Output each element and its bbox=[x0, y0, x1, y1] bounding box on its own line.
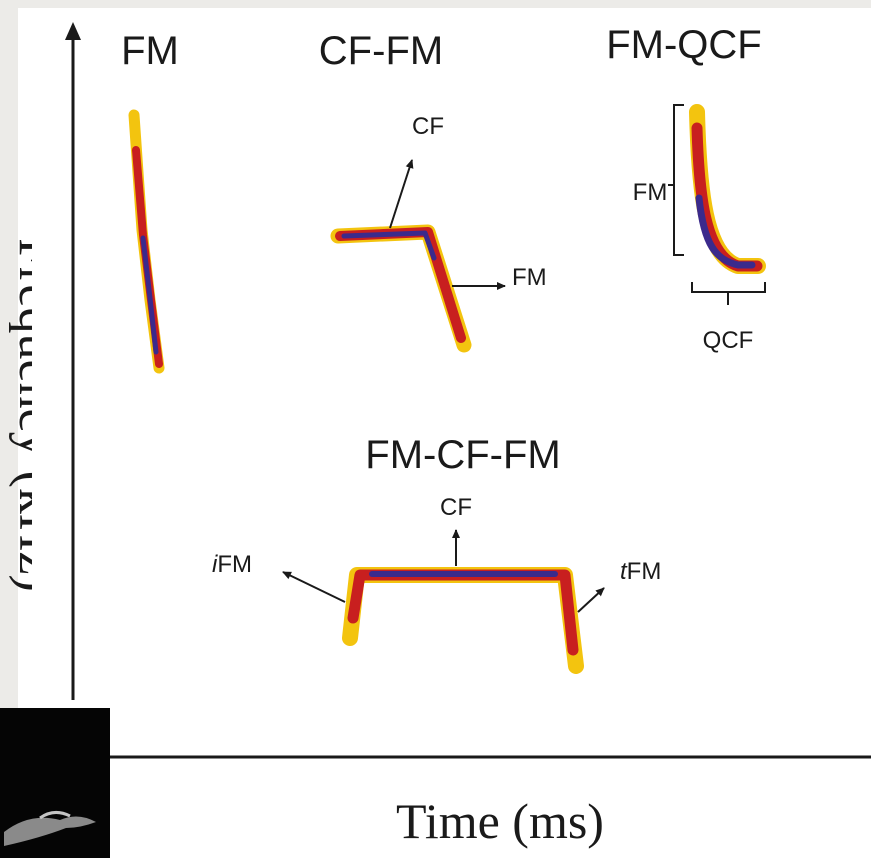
label-cf-top: CF bbox=[440, 494, 472, 521]
bat-photo-thumbnail bbox=[0, 708, 110, 858]
panel-fm-cf-fm: FM-CF-FM CF iFM tFM bbox=[212, 433, 661, 674]
label-ifm-prefix: i bbox=[212, 551, 218, 578]
arrow-ifm bbox=[282, 571, 346, 603]
label-fm-qcf-fm: FM bbox=[633, 179, 668, 206]
fm-qcf-call-trace bbox=[689, 104, 766, 274]
cf-fm-call-trace bbox=[330, 224, 472, 353]
panel-title-fm-qcf: FM-QCF bbox=[606, 23, 762, 67]
panel-fm: FM bbox=[121, 29, 179, 374]
plot-background bbox=[18, 8, 871, 858]
bracket-qcf bbox=[691, 282, 766, 305]
label-cf: CF bbox=[412, 113, 444, 140]
x-axis-label: Time (ms) bbox=[396, 793, 604, 849]
label-ifm: iFM bbox=[212, 551, 252, 578]
panel-title-fm-cf-fm: FM-CF-FM bbox=[365, 433, 560, 477]
fm-cf-fm-call-trace bbox=[342, 567, 584, 674]
label-tfm: tFM bbox=[620, 558, 661, 585]
label-ifm-text: FM bbox=[217, 551, 252, 578]
panel-title-fm: FM bbox=[121, 29, 179, 73]
page-margin-left bbox=[0, 0, 18, 700]
fm-call-trace bbox=[128, 109, 165, 374]
panel-fm-qcf: FM-QCF FM QCF bbox=[606, 23, 766, 354]
y-axis-label: Frequency (kHz) bbox=[8, 238, 65, 592]
y-axis-arrow-icon bbox=[65, 22, 81, 40]
arrow-tfm bbox=[577, 587, 605, 613]
label-tfm-text: FM bbox=[627, 558, 662, 585]
panel-title-cf-fm: CF-FM bbox=[319, 29, 443, 73]
label-tfm-prefix: t bbox=[620, 558, 628, 585]
bracket-fm bbox=[668, 104, 684, 256]
panel-cf-fm: CF-FM CF FM bbox=[319, 29, 547, 353]
label-fm: FM bbox=[512, 264, 547, 291]
label-qcf: QCF bbox=[703, 327, 754, 354]
arrow-cf bbox=[389, 159, 414, 229]
